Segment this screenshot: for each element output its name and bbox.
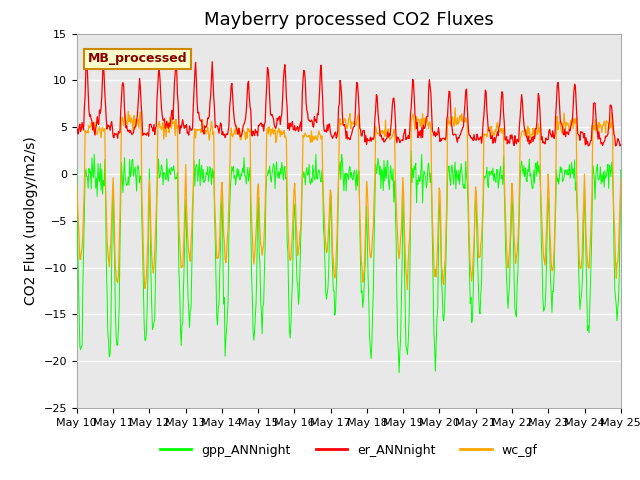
Text: MB_processed: MB_processed [88,52,188,65]
Legend: gpp_ANNnight, er_ANNnight, wc_gf: gpp_ANNnight, er_ANNnight, wc_gf [155,439,543,462]
Y-axis label: CO2 Flux (urology/m2/s): CO2 Flux (urology/m2/s) [24,136,38,305]
Title: Mayberry processed CO2 Fluxes: Mayberry processed CO2 Fluxes [204,11,493,29]
